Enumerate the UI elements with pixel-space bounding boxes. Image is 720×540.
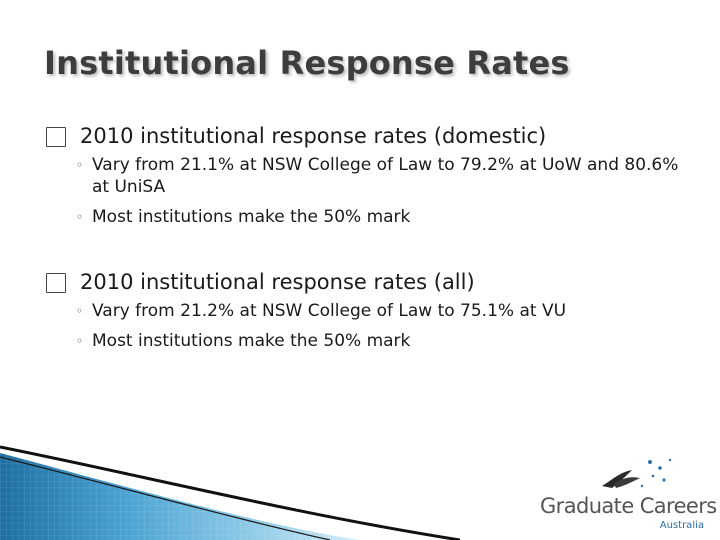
graduate-careers-logo: Graduate Careers Australia: [540, 456, 717, 536]
sub-bullet: ◦ Vary from 21.1% at NSW College of Law …: [46, 154, 686, 198]
slide-content: 2010 institutional response rates (domes…: [46, 122, 686, 392]
square-bullet-icon: [46, 273, 66, 293]
sub-bullet-text: Most institutions make the 50% mark: [92, 207, 411, 227]
bullet-text: 2010 institutional response rates (all): [80, 270, 475, 294]
sub-bullet: ◦ Most institutions make the 50% mark: [46, 206, 686, 228]
bullet-text: 2010 institutional response rates (domes…: [80, 124, 547, 148]
slide-title: Institutional Response Rates: [44, 44, 570, 82]
circle-bullet-icon: ◦: [76, 158, 84, 172]
corner-wave-decoration: [0, 445, 460, 540]
sub-bullet: ◦ Vary from 21.2% at NSW College of Law …: [46, 300, 686, 322]
sub-bullet-text: Vary from 21.2% at NSW College of Law to…: [92, 301, 567, 321]
bullet-level1: 2010 institutional response rates (all): [46, 268, 686, 296]
circle-bullet-icon: ◦: [76, 304, 84, 318]
swooping-bird-and-stars-logo: [602, 458, 672, 488]
bullet-all: 2010 institutional response rates (all) …: [46, 268, 686, 352]
logo-name: Graduate Careers: [540, 494, 717, 518]
sub-bullet-text: Vary from 21.1% at NSW College of Law to…: [92, 155, 679, 197]
bullet-domestic: 2010 institutional response rates (domes…: [46, 122, 686, 228]
sub-bullet: ◦ Most institutions make the 50% mark: [46, 330, 686, 352]
sub-bullet-list: ◦ Vary from 21.1% at NSW College of Law …: [46, 154, 686, 228]
logo-subtitle: Australia: [659, 520, 704, 531]
sub-bullet-list: ◦ Vary from 21.2% at NSW College of Law …: [46, 300, 686, 352]
square-bullet-icon: [46, 127, 66, 147]
circle-bullet-icon: ◦: [76, 210, 84, 224]
sub-bullet-text: Most institutions make the 50% mark: [92, 331, 411, 351]
circle-bullet-icon: ◦: [76, 334, 84, 348]
bullet-level1: 2010 institutional response rates (domes…: [46, 122, 686, 150]
